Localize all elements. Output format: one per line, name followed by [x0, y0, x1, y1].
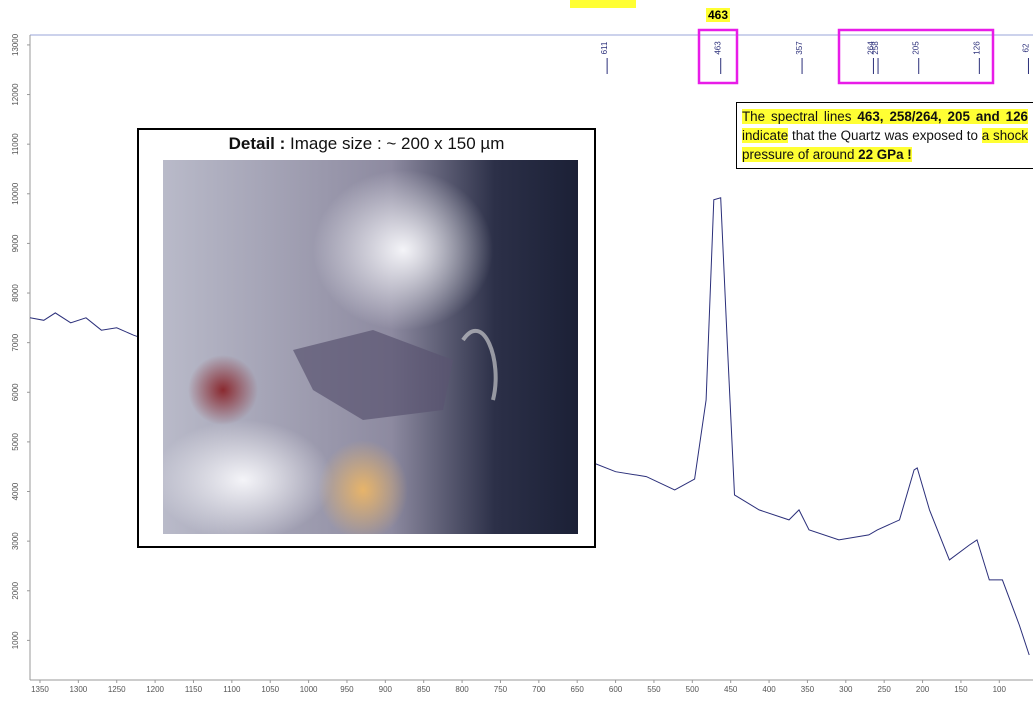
- x-tick-label: 950: [340, 685, 354, 694]
- y-tick-label: 13000: [11, 33, 20, 56]
- x-tick-label: 750: [494, 685, 508, 694]
- photo: [163, 160, 578, 534]
- peak-label: 611: [600, 41, 609, 54]
- y-tick-label: 11000: [11, 133, 20, 155]
- y-tick-label: 9000: [11, 234, 20, 252]
- note-segment: 463, 258/264, 205 and 126: [857, 109, 1028, 124]
- x-tick-label: 1100: [223, 685, 241, 694]
- y-tick-label: 2000: [11, 581, 20, 599]
- peak-label: 264: [866, 41, 875, 55]
- peak-label: 463: [714, 41, 723, 55]
- spectrum-line: [29, 197, 1030, 656]
- x-tick-label: 650: [571, 685, 585, 694]
- y-tick-label: 6000: [11, 383, 20, 401]
- x-tick-label: 500: [686, 685, 700, 694]
- x-tick-label: 1250: [108, 685, 126, 694]
- note-segment: indicate: [742, 128, 789, 143]
- x-tick-label: 800: [455, 685, 469, 694]
- x-tick-label: 400: [762, 685, 776, 694]
- highlight-fragment: [570, 0, 636, 8]
- x-tick-label: 300: [839, 685, 853, 694]
- note: The spectral lines 463, 258/264, 205 and…: [736, 102, 1033, 169]
- x-tick-label: 600: [609, 685, 623, 694]
- x-tick-label: 450: [724, 685, 738, 694]
- x-tick-label: 1300: [69, 685, 87, 694]
- peak-label: 62: [1021, 43, 1030, 52]
- note-segment: that the Quartz was exposed to: [788, 128, 982, 143]
- y-tick-label: 10000: [11, 182, 20, 205]
- x-tick-label: 200: [916, 685, 930, 694]
- x-tick-label: 850: [417, 685, 431, 694]
- y-tick-label: 5000: [11, 432, 20, 450]
- x-tick-label: 900: [379, 685, 393, 694]
- x-tick-label: 550: [647, 685, 661, 694]
- inset-title: Detail : Image size : ~ 200 x 150 µm: [139, 134, 594, 154]
- x-tick-label: 1200: [146, 685, 164, 694]
- peak-label: 205: [912, 41, 921, 55]
- inset-title-bold: Detail :: [228, 134, 286, 153]
- peak-label: 126: [972, 41, 981, 55]
- photo-art: [163, 160, 578, 534]
- x-tick-label: 1350: [31, 685, 49, 694]
- x-tick-label: 1000: [300, 685, 318, 694]
- y-tick-label: 8000: [11, 284, 20, 302]
- highlight-box: [697, 28, 739, 85]
- inset-title-text: Image size : ~ 200 x 150 µm: [290, 134, 505, 153]
- x-tick-label: 350: [801, 685, 815, 694]
- x-tick-label: 700: [532, 685, 546, 694]
- y-tick-label: 3000: [11, 532, 20, 550]
- x-tick-label: 250: [878, 685, 892, 694]
- note-segment: The spectral lines: [742, 109, 858, 124]
- y-tick-label: 7000: [11, 333, 20, 351]
- x-tick-label: 1050: [261, 685, 279, 694]
- y-tick-label: 1000: [11, 631, 20, 649]
- inset: Detail : Image size : ~ 200 x 150 µm: [137, 128, 596, 548]
- x-tick-label: 100: [993, 685, 1007, 694]
- x-tick-label: 1150: [185, 685, 203, 694]
- note-segment: 22 GPa !: [858, 147, 912, 162]
- highlight-box: [837, 28, 995, 85]
- highlight-label: 463: [706, 8, 731, 22]
- x-tick-label: 150: [954, 685, 968, 694]
- y-tick-label: 4000: [11, 482, 20, 500]
- peak-label: 258: [871, 41, 880, 55]
- peak-label: 357: [795, 41, 804, 55]
- y-tick-label: 12000: [11, 83, 20, 106]
